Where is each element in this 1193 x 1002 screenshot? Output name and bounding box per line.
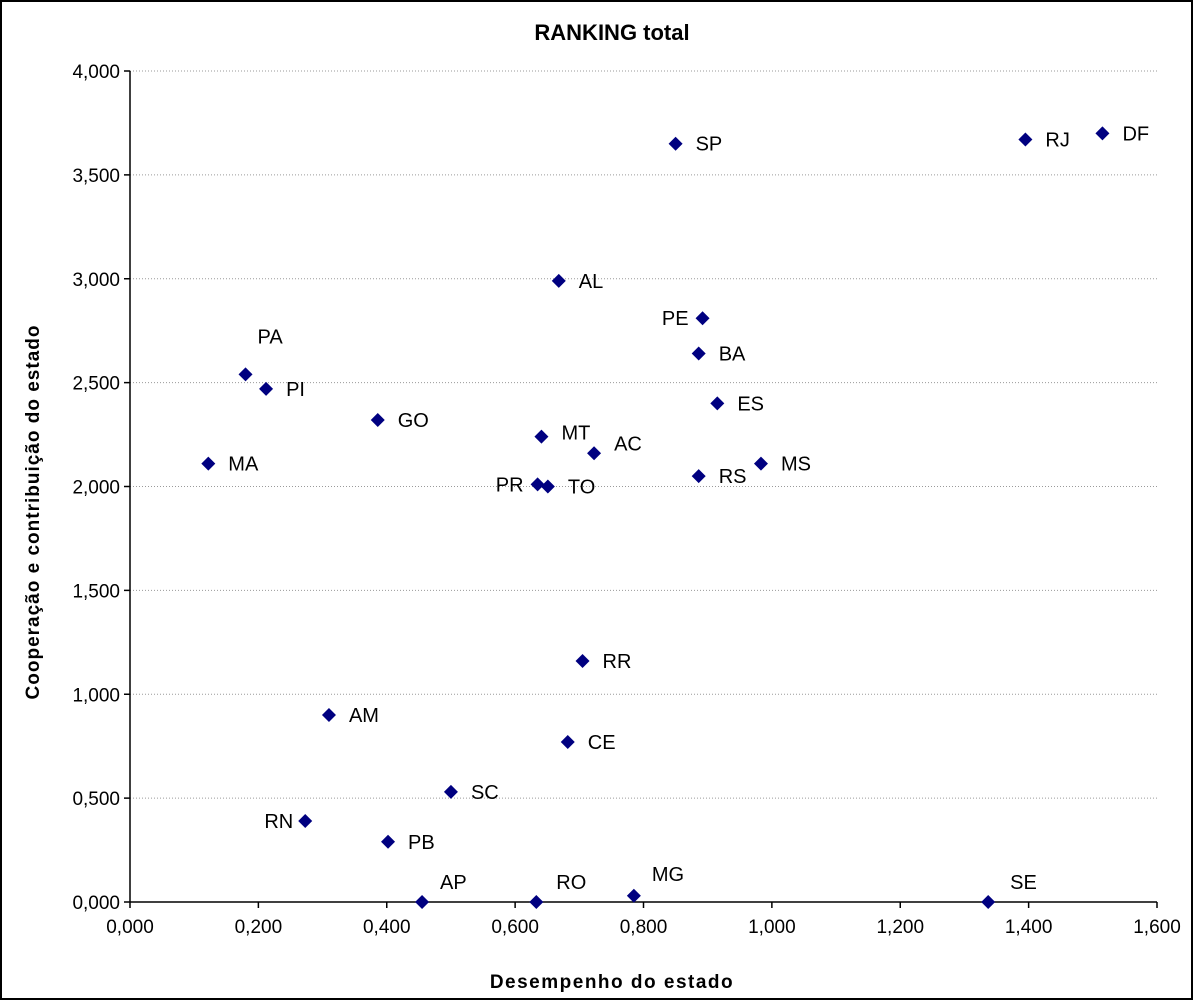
point-al — [551, 273, 566, 288]
point-ba — [691, 346, 706, 361]
chart-title: RANKING total — [534, 20, 689, 45]
point-ac — [587, 446, 602, 461]
point-label-es: ES — [737, 393, 764, 415]
grid-lines — [130, 70, 1157, 799]
point-ro — [529, 895, 544, 909]
point-label-ap: AP — [440, 872, 467, 894]
y-tick-label: 3,500 — [72, 166, 120, 187]
point-se — [981, 895, 996, 909]
x-tick-label: 1,000 — [748, 917, 796, 938]
point-mg — [626, 888, 641, 903]
y-tick-label: 0,000 — [72, 893, 120, 914]
point-pb — [381, 834, 396, 849]
point-label-sp: SP — [696, 134, 723, 156]
y-tick-label: 2,000 — [72, 478, 120, 499]
point-label-pa: PA — [258, 326, 284, 348]
x-tick-label: 0,200 — [235, 917, 283, 938]
point-sp — [668, 136, 683, 151]
point-label-ro: RO — [556, 872, 586, 894]
point-label-ba: BA — [719, 344, 746, 366]
point-label-ce: CE — [588, 732, 616, 754]
point-label-rj: RJ — [1045, 130, 1069, 152]
tick-labels: 0,000 0,500 1,000 1,500 2,000 2,500 3,000 3,500… — [72, 62, 1180, 938]
point-rr — [575, 654, 590, 669]
point-label-rn: RN — [264, 811, 293, 833]
y-axis-title: Cooperação e contribuição do estado — [23, 325, 44, 700]
point-label-go: GO — [398, 410, 429, 432]
point-df — [1095, 126, 1110, 141]
point-label-pb: PB — [408, 832, 435, 854]
point-es — [710, 396, 725, 411]
data-points — [201, 126, 1110, 909]
point-label-sc: SC — [471, 782, 499, 804]
point-pi — [259, 381, 274, 396]
point-label-am: AM — [349, 705, 379, 727]
point-label-pr: PR — [496, 474, 524, 496]
point-label-pe: PE — [662, 308, 689, 330]
point-rj — [1018, 132, 1033, 147]
point-ma — [201, 456, 216, 471]
point-rs — [691, 469, 706, 484]
point-label-rs: RS — [719, 466, 747, 488]
point-am — [321, 708, 336, 723]
y-tick-label: 1,000 — [72, 685, 120, 706]
x-axis-title: Desempenho do estado — [490, 972, 734, 993]
point-label-df: DF — [1122, 123, 1149, 145]
axes — [124, 70, 1158, 908]
data-labels: DF RJ SP AL PE BA PA PI ES GO MT AC MA MS RS PR TO RR AM CE… — [228, 123, 1149, 894]
x-tick-label: 1,200 — [876, 917, 924, 938]
point-label-al: AL — [579, 271, 603, 293]
y-tick-label: 3,000 — [72, 270, 120, 291]
point-sc — [443, 784, 458, 799]
y-tick-label: 4,000 — [72, 62, 120, 83]
point-label-ac: AC — [614, 433, 642, 455]
point-label-rr: RR — [603, 651, 632, 673]
point-label-to: TO — [568, 477, 595, 499]
x-tick-label: 1,400 — [1005, 917, 1053, 938]
x-tick-label: 1,600 — [1133, 917, 1181, 938]
point-label-mg: MG — [652, 864, 684, 886]
point-mt — [534, 429, 549, 444]
point-ms — [753, 456, 768, 471]
point-label-se: SE — [1010, 872, 1037, 894]
point-pe — [695, 311, 710, 326]
point-label-ma: MA — [228, 454, 259, 476]
y-tick-label: 2,500 — [72, 374, 120, 395]
x-tick-label: 0,400 — [363, 917, 411, 938]
point-label-mt: MT — [561, 423, 590, 445]
point-rn — [298, 813, 313, 828]
point-to — [540, 479, 555, 494]
point-ap — [415, 895, 430, 909]
point-label-pi: PI — [286, 379, 305, 401]
y-tick-label: 0,500 — [72, 789, 120, 810]
y-tick-label: 1,500 — [72, 581, 120, 602]
x-tick-label: 0,000 — [106, 917, 154, 938]
point-pa — [238, 367, 253, 382]
x-tick-label: 0,600 — [491, 917, 539, 938]
point-go — [370, 413, 385, 428]
point-pr — [530, 477, 545, 492]
point-label-ms: MS — [781, 454, 811, 476]
point-ce — [560, 735, 575, 750]
x-tick-label: 0,800 — [620, 917, 668, 938]
